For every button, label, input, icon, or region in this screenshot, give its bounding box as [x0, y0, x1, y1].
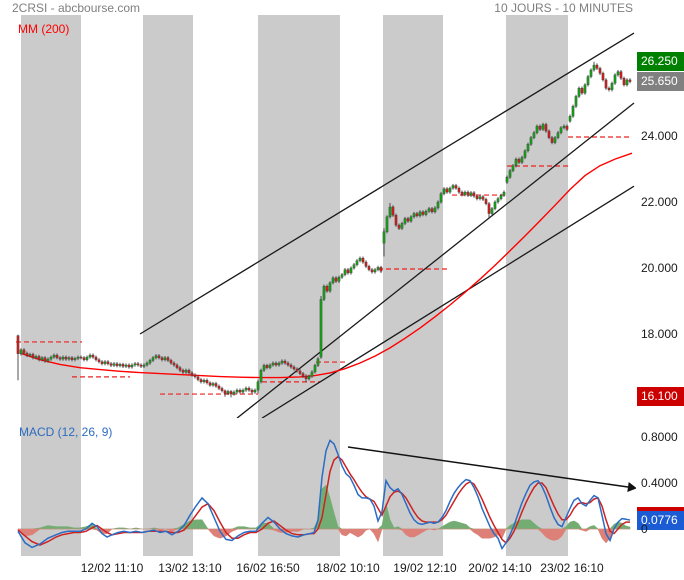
price-axis-tick: 20.000	[641, 261, 678, 275]
last-price-badge: 25.650	[637, 72, 684, 92]
mm-indicator-label: MM (200)	[18, 22, 70, 36]
macd-axis-tick: 0	[641, 522, 648, 536]
macd-axis-tick: 0.8000	[641, 430, 678, 444]
time-axis-tick: 23/02 16:10	[540, 561, 604, 575]
macd-value-badge: 0.0776	[637, 510, 684, 530]
macd-axis-tick: 0.4000	[641, 476, 678, 490]
price-axis-tick: 22.000	[641, 195, 678, 209]
time-axis-tick: 18/02 10:10	[316, 561, 380, 575]
time-axis-tick: 13/02 13:10	[158, 561, 222, 575]
macd-signal-badge-stripe	[637, 506, 684, 511]
chart-title: 2CRSI - abcbourse.com	[12, 1, 141, 15]
time-axis-tick: 16/02 16:50	[236, 561, 300, 575]
macd-indicator-label: MACD (12, 26, 9)	[19, 425, 113, 439]
time-axis-tick: 19/02 12:10	[393, 561, 457, 575]
price-axis-tick: 24.000	[641, 129, 678, 143]
time-axis-tick: 12/02 11:10	[80, 561, 144, 575]
high-price-badge: 26.250	[637, 52, 684, 72]
time-axis-tick: 20/02 14:10	[468, 561, 532, 575]
price-axis-tick: 18.000	[641, 327, 678, 341]
low-price-badge: 16.100	[637, 387, 684, 407]
timeframe-label: 10 JOURS - 10 MINUTES	[494, 1, 633, 15]
